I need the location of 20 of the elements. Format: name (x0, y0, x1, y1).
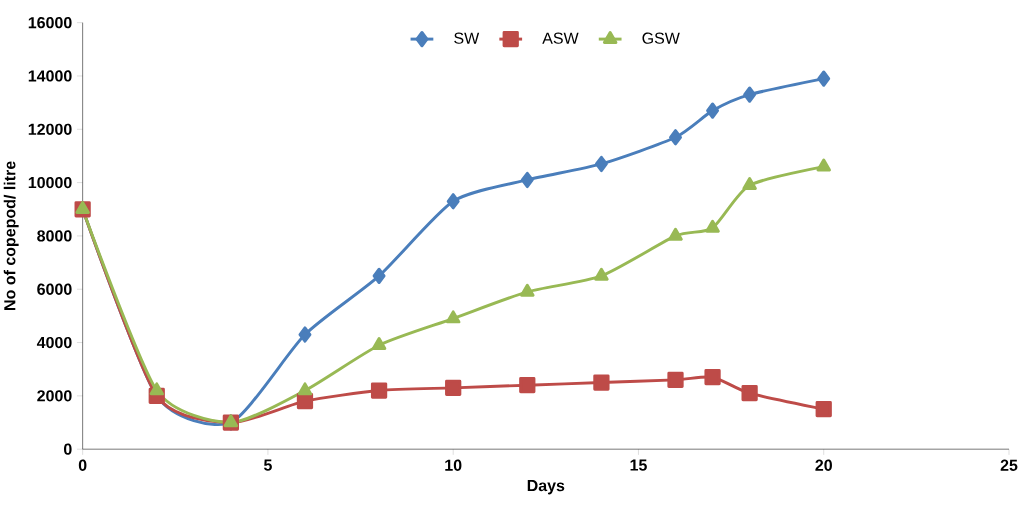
x-tick-label: 25 (1000, 459, 1018, 471)
x-tick-label: 15 (630, 459, 647, 471)
y-tick-label: 16000 (28, 17, 72, 29)
y-tick-label: 2000 (37, 390, 72, 402)
y-tick-label: 12000 (28, 123, 72, 136)
y-tick-label: 8000 (37, 230, 72, 242)
legend-label: ASW (542, 32, 579, 44)
x-axis-title: Days (527, 480, 565, 495)
legend-label: SW (454, 32, 480, 44)
y-tick-label: 6000 (37, 283, 72, 295)
y-axis-title: No of copepod/ litre (3, 161, 19, 311)
y-tick-label: 4000 (36, 336, 72, 349)
y-tick-label: 0 (63, 443, 72, 455)
y-tick-label: 10000 (28, 177, 72, 189)
y-tick-label: 14000 (28, 70, 72, 82)
x-tick-label: 20 (815, 459, 832, 471)
x-tick-label: 5 (263, 459, 272, 471)
x-tick-label: 0 (78, 459, 87, 471)
x-tick-label: 10 (445, 459, 462, 471)
legend-label: GSW (642, 32, 680, 44)
